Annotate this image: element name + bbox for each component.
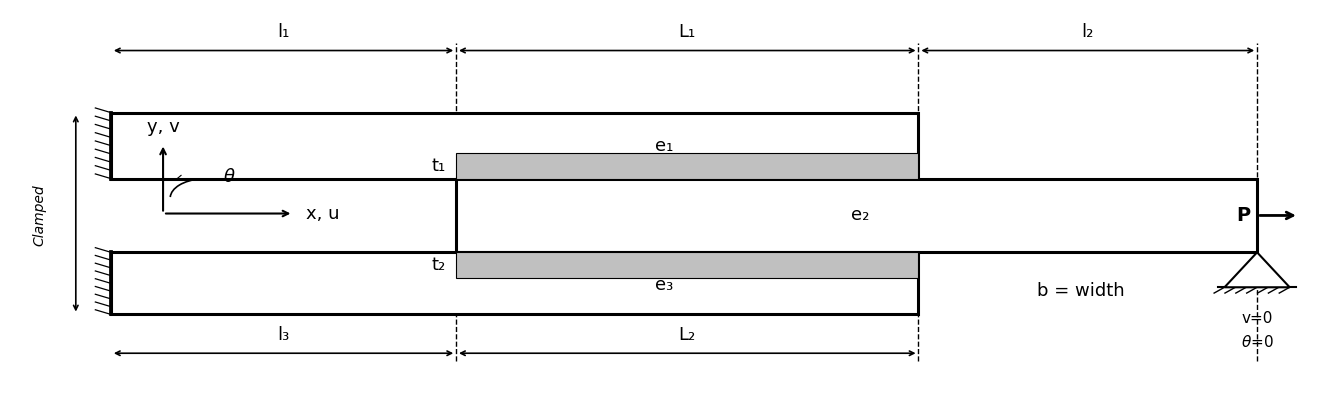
Bar	[112, 112, 918, 179]
Text: x, u: x, u	[307, 204, 340, 223]
Bar	[456, 153, 918, 179]
Text: t₁: t₁	[432, 157, 445, 175]
Text: e₂: e₂	[851, 206, 869, 225]
Text: Clamped: Clamped	[32, 185, 47, 246]
Text: v=0: v=0	[1241, 311, 1273, 326]
Text: l₁: l₁	[278, 23, 290, 41]
Bar	[112, 252, 918, 314]
Text: t₂: t₂	[432, 256, 445, 274]
Text: L₂: L₂	[679, 326, 696, 343]
Text: L₁: L₁	[679, 23, 696, 41]
Text: $\theta$=0: $\theta$=0	[1241, 333, 1273, 350]
Text: l₂: l₂	[1082, 23, 1094, 41]
Text: $\theta$: $\theta$	[223, 168, 235, 186]
Text: P: P	[1236, 206, 1251, 225]
Text: e₃: e₃	[655, 276, 674, 294]
Bar	[456, 252, 918, 278]
Bar	[456, 179, 1257, 252]
Text: b = width: b = width	[1038, 282, 1126, 300]
Polygon shape	[1224, 252, 1289, 287]
Text: l₃: l₃	[278, 326, 290, 343]
Text: y, v: y, v	[146, 118, 179, 136]
Text: e₁: e₁	[655, 137, 674, 154]
